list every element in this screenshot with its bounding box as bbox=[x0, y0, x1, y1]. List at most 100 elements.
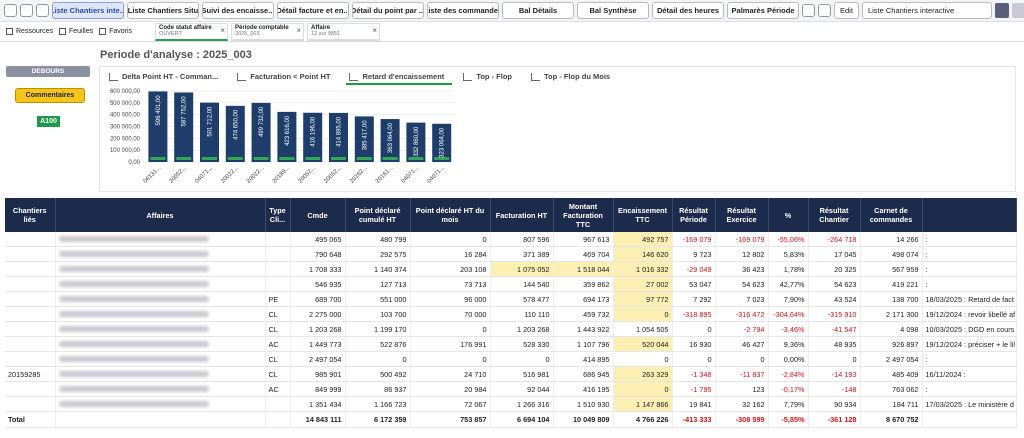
column-header[interactable]: Cmde bbox=[290, 198, 346, 232]
column-header[interactable]: % bbox=[768, 198, 809, 232]
table-cell: PE bbox=[265, 291, 291, 307]
sheet-tab[interactable]: Palmarès Période bbox=[727, 2, 799, 19]
sheet-tab[interactable]: Suivi des encaisse... bbox=[202, 2, 274, 19]
column-header[interactable]: Carnet de commandes bbox=[860, 198, 923, 232]
column-header[interactable]: Résultat Exercice bbox=[715, 198, 769, 232]
chart-tab[interactable]: Top - Flop bbox=[460, 70, 520, 85]
table-cell: 0 bbox=[672, 321, 716, 337]
chart-tab[interactable]: Top - Flop du Mois bbox=[528, 70, 618, 85]
table-cell: 42,77% bbox=[768, 276, 809, 292]
chart-tab[interactable]: Facturation < Point HT bbox=[234, 70, 338, 85]
table-cell: 7 292 bbox=[672, 291, 716, 307]
edit-button[interactable]: Edit bbox=[834, 2, 859, 19]
y-tick-label: 600 000,00 bbox=[110, 89, 141, 95]
table-cell: 36 423 bbox=[715, 261, 769, 277]
table-cell: : bbox=[922, 246, 1017, 262]
total-cell: -361 128 bbox=[808, 411, 861, 428]
chart-tab[interactable]: Retard d'encaissement bbox=[346, 70, 453, 85]
sheet-tab[interactable]: Détail du point par ... bbox=[352, 2, 424, 19]
nav-link[interactable]: Favoris bbox=[99, 28, 132, 35]
y-tick-label: 400 000,00 bbox=[110, 113, 141, 119]
bar bbox=[277, 111, 297, 162]
column-header[interactable]: Point déclaré HT du mois bbox=[410, 198, 491, 232]
more-icon[interactable] bbox=[36, 4, 49, 17]
table-row[interactable]: CL 2 497 054 0 0 0 414 895 0 0 0 0,00% 0 2 497 054: bbox=[5, 351, 1017, 367]
nav-link[interactable]: Ressources bbox=[6, 28, 53, 35]
table-cell: 0 bbox=[672, 351, 716, 367]
nav-link[interactable]: Feuilles bbox=[58, 28, 93, 35]
column-header[interactable]: Type Cli... bbox=[265, 198, 291, 232]
column-header[interactable]: Montant Facturation TTC bbox=[553, 198, 614, 232]
table-cell: -264 718 bbox=[808, 232, 861, 247]
next-button[interactable] bbox=[1011, 3, 1024, 18]
table-cell: -1 795 bbox=[672, 381, 716, 397]
column-header[interactable]: Résultat Chantier bbox=[808, 198, 861, 232]
sheet-tab[interactable]: Détail facture et en... bbox=[277, 2, 349, 19]
redacted-text bbox=[58, 235, 209, 242]
total-row: Total 14 843 111 6 172 359 753 857 6 694 104… bbox=[5, 411, 1017, 428]
table-cell bbox=[55, 411, 266, 428]
menu-icon[interactable] bbox=[20, 4, 33, 17]
filter-chip[interactable]: Code statut affaire OUVERT bbox=[155, 22, 229, 41]
filter-icon[interactable] bbox=[4, 4, 17, 17]
value-label: 323 064,00 bbox=[440, 127, 446, 158]
table-cell: 528 330 bbox=[490, 336, 554, 352]
table-row[interactable]: CL 1 203 268 1 199 170 0 1 203 268 1 443 922 1… bbox=[5, 321, 1017, 337]
bar-base bbox=[356, 157, 372, 160]
table-row[interactable]: AC 1 449 773 522 876 176 991 528 330 1 107 79… bbox=[5, 336, 1017, 352]
column-header[interactable]: Point déclaré cumulé HT bbox=[345, 198, 411, 232]
column-header[interactable]: Affaires bbox=[55, 198, 266, 232]
bar bbox=[432, 123, 452, 162]
table-cell: 7,79% bbox=[768, 396, 809, 412]
chart-tab[interactable]: Delta Point HT - Comman... bbox=[106, 70, 226, 85]
bar bbox=[148, 91, 168, 162]
affaire-cell bbox=[55, 381, 266, 397]
sheet-tab[interactable]: Bal Détails bbox=[502, 2, 574, 19]
table-row[interactable]: CL 2 275 000 103 700 70 000 110 110 459 732 0-… bbox=[5, 306, 1017, 322]
total-cell: 6 694 104 bbox=[490, 411, 554, 428]
column-header[interactable]: Résultat Période bbox=[672, 198, 716, 232]
total-cell: -5,85% bbox=[768, 411, 809, 428]
table-cell: 0,00% bbox=[768, 351, 809, 367]
table-row[interactable]: 1 351 434 1 166 723 72 067 1 266 316 1 510 9… bbox=[5, 396, 1017, 412]
table-cell: 16/11/2024 : bbox=[922, 366, 1017, 382]
table-cell: 18/03/2025 : Retard de fact bbox=[922, 291, 1017, 307]
comments-button[interactable]: Commentaires bbox=[15, 88, 85, 103]
badge[interactable]: A100 bbox=[37, 116, 60, 127]
table-cell: 498 074 bbox=[860, 246, 923, 262]
table-cell: -2 794 bbox=[715, 321, 769, 337]
current-sheet[interactable]: Liste Chantiers interactive bbox=[861, 2, 992, 19]
table-row[interactable]: AC 849 999 86 937 20 984 92 044 416 195 0 -1 79… bbox=[5, 381, 1017, 397]
column-header[interactable]: Encaissement TTC bbox=[613, 198, 673, 232]
table-cell: 138 700 bbox=[860, 291, 923, 307]
table-row[interactable]: 790 648 292 575 16 284 371 389 469 704 146 62… bbox=[5, 246, 1017, 262]
table-row[interactable]: 546 935 127 713 73 713 144 540 359 862 27 002… bbox=[5, 276, 1017, 292]
table-cell bbox=[5, 336, 56, 352]
table-row[interactable]: 20159285 CL 985 901 500 492 24 710 516 981 686… bbox=[5, 366, 1017, 382]
table-row[interactable]: 495 065 480 799 0 807 596 967 613 492 757 -169… bbox=[5, 232, 1017, 247]
table-cell: 46 427 bbox=[715, 336, 769, 352]
redacted-text bbox=[58, 385, 209, 392]
filter-chip[interactable]: Affaire 12 sur 9851 bbox=[307, 22, 381, 41]
table-cell: 9 723 bbox=[672, 246, 716, 262]
column-header[interactable]: Chantiers liés bbox=[5, 198, 56, 232]
table-cell: 92 044 bbox=[490, 381, 554, 397]
table-cell: 1 140 374 bbox=[345, 261, 411, 277]
y-tick-label: 300 000,00 bbox=[110, 125, 141, 131]
sheet-tab[interactable]: Liste des commandes bbox=[427, 2, 499, 19]
sheet-tab[interactable]: Liste Chantiers inte... bbox=[52, 2, 124, 19]
prev-button[interactable] bbox=[994, 3, 1009, 18]
sheet-tab[interactable]: Bal Synthèse bbox=[577, 2, 649, 19]
value-label: 596 401,00 bbox=[156, 95, 162, 126]
bar bbox=[380, 119, 400, 162]
column-header[interactable]: Facturation HT bbox=[490, 198, 554, 232]
sheet-tab[interactable]: Détail des heures bbox=[652, 2, 724, 19]
comment-icon[interactable] bbox=[802, 4, 815, 17]
table-cell: CL bbox=[265, 321, 291, 337]
share-icon[interactable] bbox=[818, 4, 831, 17]
filter-chip[interactable]: Période comptable 2025_003 bbox=[231, 22, 305, 41]
link-icon bbox=[58, 28, 66, 35]
table-row[interactable]: PE 689 700 551 000 96 000 578 477 694 173 97 7… bbox=[5, 291, 1017, 307]
table-row[interactable]: 1 708 333 1 140 374 203 108 1 075 052 1 518 … bbox=[5, 261, 1017, 277]
sheet-tab[interactable]: Liste Chantiers Situ bbox=[127, 2, 199, 19]
